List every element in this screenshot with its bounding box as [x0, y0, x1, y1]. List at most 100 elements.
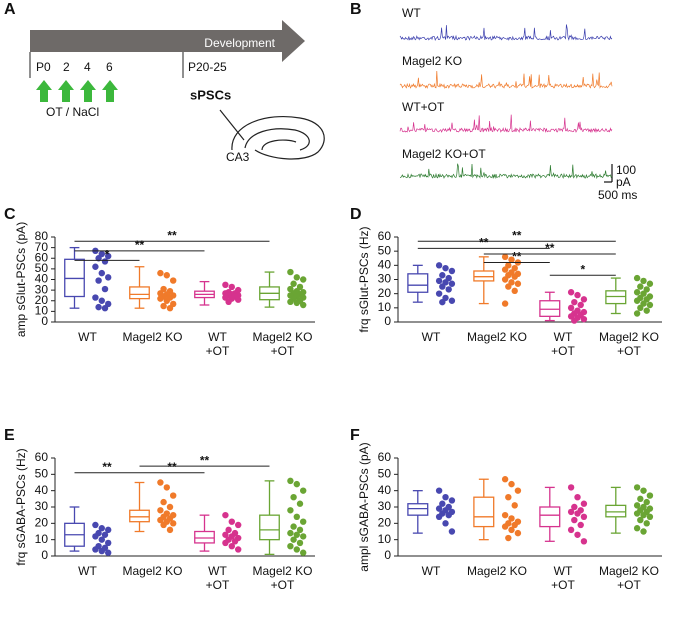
significance-label: ** [512, 228, 522, 242]
y-tick-label: 0 [384, 314, 391, 328]
data-point [442, 264, 449, 272]
data-point [633, 297, 641, 304]
box [605, 504, 627, 518]
box [259, 514, 280, 541]
data-point [95, 255, 102, 262]
data-point [567, 289, 575, 296]
data-point [439, 298, 446, 306]
x-tick-label: +OT [206, 344, 230, 358]
box [129, 509, 150, 523]
data-point [448, 280, 456, 287]
data-point [105, 549, 112, 556]
data-point [287, 298, 294, 306]
data-point [633, 525, 641, 532]
y-tick-label: 50 [378, 467, 392, 481]
y-tick-label: 60 [35, 450, 49, 464]
development-arrow [30, 20, 305, 62]
trace [399, 114, 613, 134]
box [605, 290, 627, 305]
data-point [287, 543, 294, 550]
data-point [567, 304, 575, 312]
arrow-label: Development [204, 36, 275, 50]
data-point [448, 528, 456, 535]
y-tick-label: 0 [41, 314, 48, 328]
data-point [105, 252, 112, 260]
data-point [225, 298, 232, 306]
data-point [222, 511, 229, 519]
y-tick-label: 30 [35, 282, 49, 296]
data-point [95, 277, 102, 284]
x-tick-label: WT [422, 564, 441, 578]
data-point [92, 521, 99, 529]
data-point [501, 253, 509, 261]
y-axis-label: frq sGABA-PSCs (Hz) [14, 448, 28, 565]
data-point [567, 508, 575, 516]
data-point [637, 304, 644, 312]
data-point [290, 280, 297, 287]
data-point [300, 549, 307, 556]
data-point [511, 502, 518, 509]
data-point [300, 301, 307, 309]
data-point [435, 262, 443, 269]
y-axis-label: amp sGlut-PSCs (pA) [14, 222, 28, 337]
data-point [637, 495, 644, 503]
y-tick-label: 60 [35, 250, 49, 264]
data-point [92, 533, 99, 540]
data-point [448, 297, 456, 304]
data-point [574, 494, 581, 501]
recording-label: sPSCs [190, 87, 231, 102]
data-point [439, 272, 446, 279]
data-point [92, 546, 99, 553]
data-point [571, 298, 578, 306]
y-tick-label: 10 [378, 532, 392, 546]
data-point [508, 515, 515, 522]
y-tick-label: 40 [35, 272, 49, 286]
x-tick-label: WT [78, 330, 97, 344]
data-point [640, 528, 647, 535]
data-point [98, 269, 106, 277]
x-tick-label: +OT [271, 578, 295, 592]
data-point [508, 480, 515, 488]
data-point [163, 484, 170, 491]
day-label: P0 [36, 60, 51, 74]
data-point [290, 536, 297, 543]
y-tick-label: 50 [35, 261, 49, 275]
x-tick-label: +OT [206, 578, 230, 592]
data-point [637, 283, 644, 290]
data-point [92, 294, 99, 301]
y-tick-label: 10 [378, 300, 392, 314]
data-point [640, 511, 647, 519]
data-point [442, 494, 449, 501]
data-point [160, 521, 167, 529]
y-tick-label: 30 [378, 272, 392, 286]
panel-letter: A [4, 1, 16, 18]
data-point [501, 476, 509, 483]
data-point [157, 507, 164, 514]
data-point [228, 543, 235, 550]
data-point [293, 546, 300, 553]
data-point [501, 276, 509, 283]
significance-label: ** [135, 238, 145, 252]
data-point [508, 526, 515, 534]
data-point [508, 256, 515, 263]
data-point [435, 290, 443, 297]
data-point [435, 505, 443, 512]
box [194, 530, 215, 544]
data-point [101, 304, 109, 312]
data-point [222, 531, 229, 538]
data-point [101, 285, 109, 293]
significance-label: ** [167, 228, 177, 242]
data-point [505, 494, 512, 501]
x-tick-label: Magel2 KO [122, 330, 182, 344]
data-point [448, 497, 456, 504]
data-point [92, 263, 99, 270]
data-point [157, 295, 164, 302]
data-point [633, 484, 641, 491]
data-point [157, 516, 164, 524]
significance-label: ** [479, 236, 489, 250]
data-point [448, 267, 456, 275]
data-point [580, 538, 588, 545]
data-point [571, 503, 578, 511]
x-tick-label: +OT [617, 344, 641, 358]
data-point [514, 487, 522, 494]
